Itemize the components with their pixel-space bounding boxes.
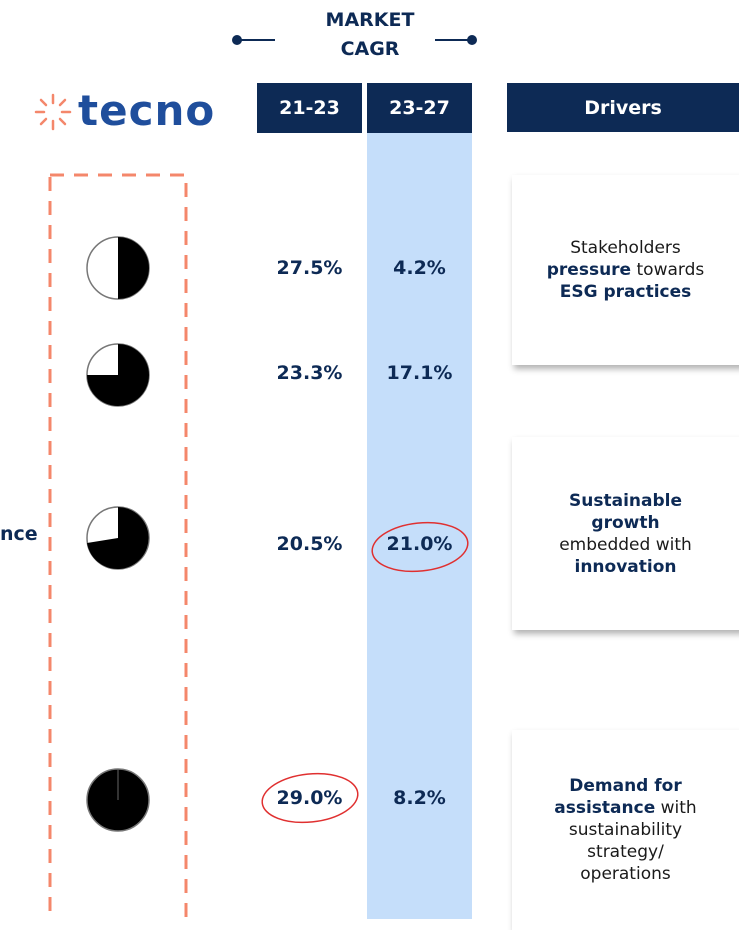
driver-line: Stakeholders bbox=[570, 237, 681, 259]
driver-text: growth bbox=[591, 512, 660, 533]
bracket-dot bbox=[232, 35, 242, 45]
driver-text: pressure bbox=[546, 260, 632, 280]
driver-line: growth bbox=[591, 512, 659, 534]
highlight-circle bbox=[371, 521, 469, 573]
driver-line: Demand for bbox=[569, 775, 681, 797]
drivers-header: Drivers bbox=[507, 83, 739, 132]
dashed-frame bbox=[48, 173, 188, 919]
driver-text: with bbox=[655, 798, 697, 818]
driver-line: pressure towards bbox=[547, 259, 704, 281]
driver-box: Sustainable growth embedded with innovation bbox=[512, 437, 739, 630]
driver-text: sustainability bbox=[568, 820, 683, 840]
side-label: nce bbox=[0, 523, 38, 545]
market-label-line: CAGR bbox=[340, 38, 400, 60]
driver-text: towards bbox=[631, 260, 705, 280]
driver-box: Stakeholders pressure towards ESG practice… bbox=[512, 175, 739, 365]
logo-icon bbox=[34, 93, 72, 131]
cagr-value: 17.1% bbox=[386, 362, 453, 384]
logo-text: tecno bbox=[78, 86, 216, 135]
driver-text: operations bbox=[580, 864, 671, 884]
driver-line: operations bbox=[580, 863, 670, 885]
column-header: 21-23 bbox=[257, 83, 362, 133]
driver-text: assistance bbox=[554, 798, 656, 818]
driver-line: strategy/ bbox=[587, 841, 664, 863]
cagr-value: 21.0% bbox=[386, 533, 453, 555]
harvey-ball bbox=[86, 236, 150, 300]
driver-text: embedded with bbox=[559, 534, 692, 555]
driver-line: Sustainable bbox=[569, 490, 682, 512]
cagr-value: 27.5% bbox=[276, 257, 343, 279]
driver-text: ESG practices bbox=[559, 282, 692, 302]
bracket-dot bbox=[467, 35, 477, 45]
column-header: 23-27 bbox=[367, 83, 472, 133]
highlight-column bbox=[367, 133, 472, 919]
driver-box: Demand for assistance with sustainability s… bbox=[512, 730, 739, 930]
driver-line: embedded with bbox=[559, 534, 692, 556]
highlight-circle bbox=[261, 772, 359, 824]
harvey-ball bbox=[86, 343, 150, 407]
cagr-value: 23.3% bbox=[276, 362, 343, 384]
harvey-ball bbox=[86, 506, 150, 570]
cagr-value: 29.0% bbox=[276, 787, 343, 809]
driver-text: Sustainable bbox=[569, 490, 682, 511]
driver-text: Demand for bbox=[569, 776, 682, 796]
market-label: MARKET CAGR bbox=[300, 6, 440, 64]
cagr-value: 4.2% bbox=[393, 257, 446, 279]
cagr-value: 20.5% bbox=[276, 533, 343, 555]
driver-line: ESG practices bbox=[560, 281, 692, 303]
driver-line: assistance with bbox=[554, 797, 696, 819]
harvey-ball bbox=[86, 768, 150, 832]
driver-line: innovation bbox=[575, 556, 677, 578]
driver-text: innovation bbox=[574, 556, 677, 577]
driver-line: sustainability bbox=[569, 819, 682, 841]
cagr-value: 8.2% bbox=[393, 787, 446, 809]
driver-text: Stakeholders bbox=[570, 238, 681, 258]
driver-text: strategy/ bbox=[587, 842, 664, 862]
market-label-line: MARKET bbox=[325, 9, 415, 31]
